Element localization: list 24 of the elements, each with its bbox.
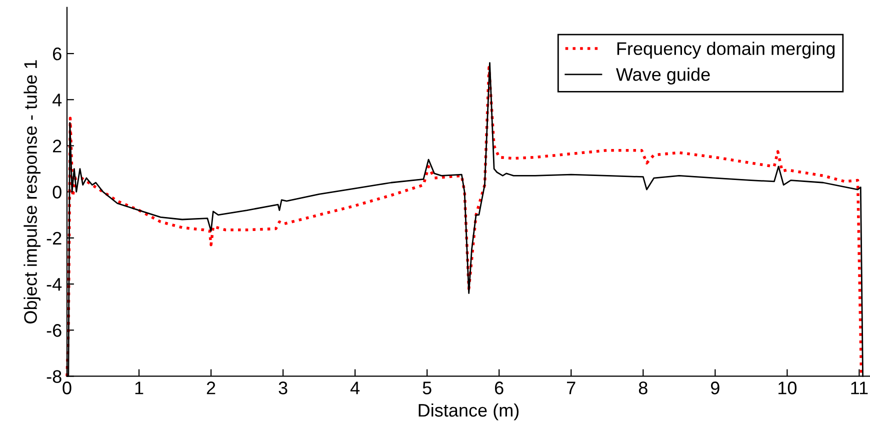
x-tick-label: 2 bbox=[206, 382, 216, 394]
y-tick-label: 2 bbox=[52, 140, 62, 152]
x-tick-label: 10 bbox=[778, 382, 797, 394]
x-tick-label: 3 bbox=[278, 382, 288, 394]
y-tick-label: 6 bbox=[53, 47, 62, 60]
y-tick-label: -4 bbox=[46, 278, 62, 291]
y-axis-title: Object impulse response - tube 1 bbox=[24, 60, 41, 324]
y-tick-label: 0 bbox=[52, 186, 62, 199]
x-tick-label: 6 bbox=[495, 382, 504, 394]
x-tick-label: 0 bbox=[62, 382, 72, 394]
y-tick-label: -8 bbox=[46, 370, 62, 383]
x-tick-label: 1 bbox=[135, 382, 144, 394]
legend-label: Wave guide bbox=[616, 68, 710, 84]
x-tick-label: 7 bbox=[567, 382, 576, 394]
x-tick-label: 4 bbox=[350, 382, 360, 394]
x-tick-label: 9 bbox=[710, 382, 720, 394]
x-axis-title: Distance (m) bbox=[418, 403, 519, 420]
y-tick-label: -6 bbox=[46, 324, 62, 337]
legend-label: Frequency domain merging bbox=[617, 42, 835, 59]
x-tick-label: 11 bbox=[851, 382, 868, 394]
y-tick-label: -2 bbox=[46, 232, 62, 244]
x-tick-label: 8 bbox=[638, 382, 648, 394]
x-tick-label: 5 bbox=[422, 382, 432, 394]
y-tick-label: 4 bbox=[52, 94, 62, 106]
